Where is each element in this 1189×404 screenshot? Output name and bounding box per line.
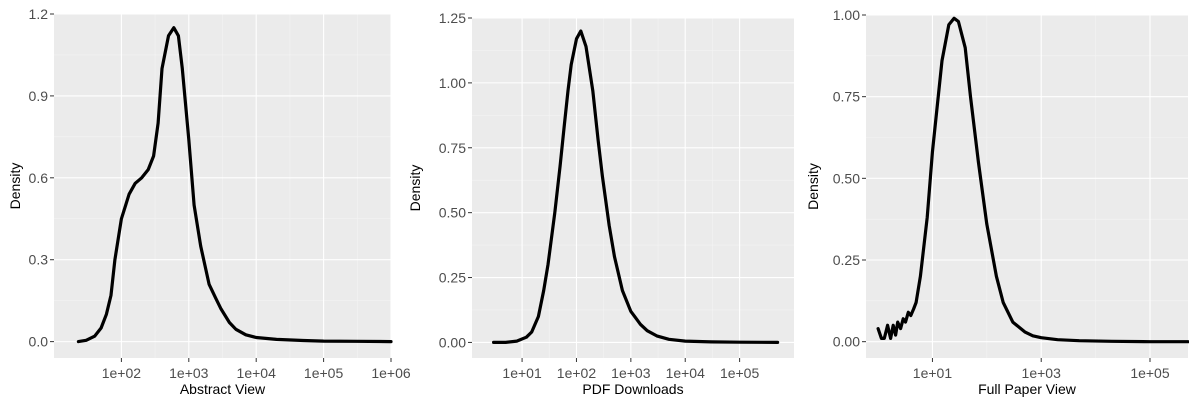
y-tick-label: 1.25 bbox=[439, 10, 466, 26]
y-tick-label: 0.50 bbox=[833, 170, 860, 186]
x-tick-label: 1e+01 bbox=[913, 365, 953, 381]
x-axis-title: Abstract View bbox=[180, 381, 266, 397]
y-tick-label: 0.3 bbox=[29, 252, 49, 268]
x-tick-label: 1e+05 bbox=[720, 365, 760, 381]
x-tick-label: 1e+03 bbox=[611, 365, 651, 381]
y-tick-label: 1.2 bbox=[29, 6, 49, 22]
y-tick-label: 0.25 bbox=[439, 270, 466, 286]
x-tick-label: 1e+06 bbox=[371, 365, 411, 381]
density-chart-1: 0.0 0.3 0.6 0.9 1.2 1e+02 1e+03 1e+04 1e+05 1e+06… bbox=[7, 6, 411, 397]
y-tick-label: 0.50 bbox=[439, 205, 466, 221]
y-tick-label: 1.00 bbox=[833, 7, 860, 23]
x-tick-label: 1e+02 bbox=[102, 365, 142, 381]
x-tick-label: 1e+01 bbox=[502, 365, 542, 381]
density-chart-2: 0.00 0.25 0.50 0.75 1.00 1.25 1e+01 1e+02 1e+03 1… bbox=[407, 10, 794, 397]
y-tick-label: 0.75 bbox=[439, 140, 466, 156]
y-tick-label: 0.0 bbox=[29, 334, 49, 350]
y-tick-label: 0.00 bbox=[833, 334, 860, 350]
x-tick-label: 1e+05 bbox=[304, 365, 344, 381]
y-tick-label: 1.00 bbox=[439, 75, 466, 91]
x-tick-label: 1e+02 bbox=[557, 365, 597, 381]
y-axis-title: Density bbox=[805, 163, 821, 210]
x-tick-label: 1e+03 bbox=[1022, 365, 1062, 381]
x-axis-title: PDF Downloads bbox=[582, 381, 683, 397]
x-tick-label: 1e+03 bbox=[169, 365, 209, 381]
plot-panel bbox=[472, 18, 794, 358]
y-axis-title: Density bbox=[407, 165, 423, 212]
y-axis-title: Density bbox=[7, 163, 23, 210]
density-chart-3: 0.00 0.25 0.50 0.75 1.00 1e+01 1e+03 1e+05 Full … bbox=[805, 7, 1189, 397]
y-tick-label: 0.9 bbox=[29, 88, 49, 104]
x-tick-label: 1e+04 bbox=[237, 365, 277, 381]
y-tick-label: 0.25 bbox=[833, 252, 860, 268]
y-tick-label: 0.6 bbox=[29, 170, 49, 186]
x-tick-label: 1e+04 bbox=[666, 365, 706, 381]
density-curve bbox=[491, 29, 780, 344]
y-tick-label: 0.75 bbox=[833, 89, 860, 105]
y-tick-label: 0.00 bbox=[439, 334, 466, 350]
x-tick-label: 1e+05 bbox=[1130, 365, 1170, 381]
x-axis-title: Full Paper View bbox=[978, 381, 1077, 397]
density-curve bbox=[76, 26, 393, 344]
density-curve bbox=[876, 16, 1189, 344]
